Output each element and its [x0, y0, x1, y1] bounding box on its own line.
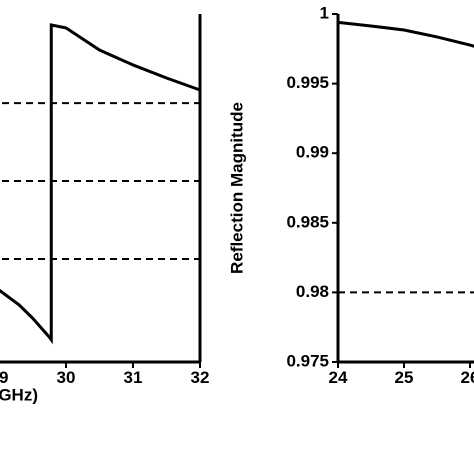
- data-line: [337, 20, 474, 48]
- x-tick-label: 30: [57, 368, 76, 387]
- x-tick-label: 32: [191, 368, 210, 387]
- y-tick-label: 1: [320, 3, 329, 22]
- x-tick-label: 24: [329, 368, 348, 387]
- x-tick-label: 25: [395, 368, 414, 387]
- y-tick-label: 0.98: [296, 282, 329, 301]
- x-tick-label: 29: [0, 368, 8, 387]
- x-axis-label: (GHz): [0, 385, 38, 404]
- y-tick-label: 0.985: [286, 212, 329, 231]
- x-tick-label: 26: [461, 368, 474, 387]
- y-tick-label: 0.99: [296, 143, 329, 162]
- x-tick-label: 31: [124, 368, 143, 387]
- y-axis-label: Reflection Magnitude: [227, 102, 246, 274]
- data-line: [0, 23, 201, 345]
- y-tick-label: 0.975: [286, 351, 329, 370]
- y-tick-label: 0.995: [286, 73, 329, 92]
